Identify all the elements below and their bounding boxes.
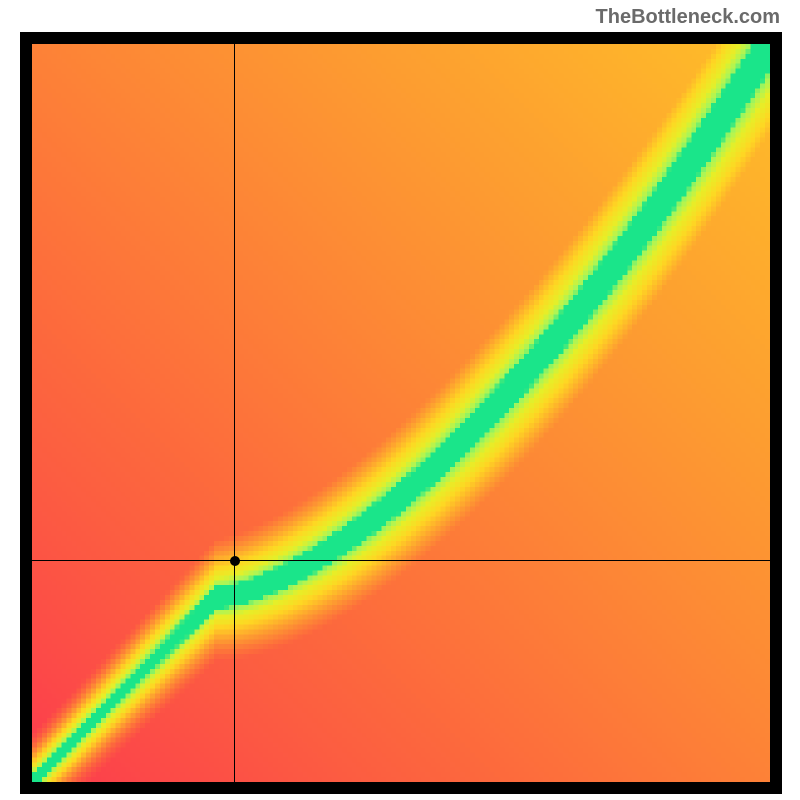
intersection-marker — [230, 556, 240, 566]
heatmap-canvas — [32, 44, 770, 782]
crosshair-vertical — [234, 44, 235, 782]
watermark-text: TheBottleneck.com — [596, 6, 780, 29]
crosshair-horizontal — [32, 560, 770, 561]
chart-container: TheBottleneck.com — [0, 0, 800, 800]
